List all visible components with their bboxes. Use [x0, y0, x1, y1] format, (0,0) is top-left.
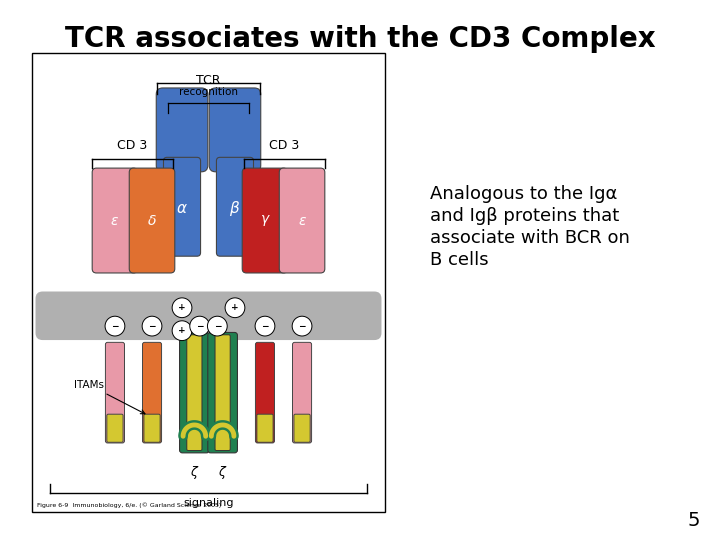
FancyBboxPatch shape [163, 157, 201, 256]
Text: +: + [231, 303, 239, 312]
Text: −: − [261, 322, 269, 330]
FancyBboxPatch shape [257, 414, 273, 442]
FancyBboxPatch shape [107, 414, 123, 442]
FancyBboxPatch shape [294, 414, 310, 442]
FancyBboxPatch shape [292, 342, 312, 443]
Text: −: − [214, 322, 221, 330]
Circle shape [172, 298, 192, 318]
Circle shape [292, 316, 312, 336]
FancyBboxPatch shape [130, 168, 175, 273]
FancyBboxPatch shape [217, 157, 253, 256]
Circle shape [255, 316, 275, 336]
Text: −: − [111, 322, 119, 330]
Circle shape [207, 316, 228, 336]
Text: Figure 6-9  Immunobiology, 6/e. (© Garland Science 2005): Figure 6-9 Immunobiology, 6/e. (© Garlan… [37, 503, 222, 508]
Text: $\epsilon$: $\epsilon$ [297, 213, 307, 227]
Text: $\beta$: $\beta$ [230, 199, 240, 218]
Circle shape [190, 316, 210, 336]
Text: associate with BCR on: associate with BCR on [430, 229, 630, 247]
Text: +: + [179, 326, 186, 335]
Text: TCR associates with the CD3 Complex: TCR associates with the CD3 Complex [65, 25, 655, 53]
FancyBboxPatch shape [105, 342, 125, 443]
Text: $\alpha$: $\alpha$ [176, 201, 188, 215]
FancyBboxPatch shape [179, 333, 210, 453]
FancyBboxPatch shape [215, 335, 230, 450]
Circle shape [142, 316, 162, 336]
Text: Analogous to the Igα: Analogous to the Igα [430, 185, 617, 203]
Text: 5: 5 [688, 511, 700, 530]
Text: $\epsilon$: $\epsilon$ [110, 213, 120, 227]
FancyBboxPatch shape [210, 88, 261, 172]
Text: $\zeta$: $\zeta$ [218, 464, 228, 482]
FancyBboxPatch shape [92, 168, 138, 273]
FancyBboxPatch shape [156, 88, 208, 172]
Circle shape [225, 298, 245, 318]
Text: ITAMs: ITAMs [74, 380, 145, 414]
Text: $\delta$: $\delta$ [147, 213, 157, 227]
Text: $\gamma$: $\gamma$ [260, 213, 271, 228]
Text: signaling: signaling [184, 498, 234, 508]
Bar [32, 53, 385, 512]
Text: TCR: TCR [197, 73, 221, 86]
FancyBboxPatch shape [208, 333, 238, 453]
Circle shape [105, 316, 125, 336]
FancyBboxPatch shape [186, 335, 202, 450]
FancyBboxPatch shape [242, 168, 288, 273]
Text: recognition: recognition [179, 86, 238, 97]
Text: $\zeta$: $\zeta$ [189, 464, 199, 482]
Text: and Igβ proteins that: and Igβ proteins that [430, 207, 619, 225]
FancyBboxPatch shape [35, 292, 382, 340]
FancyBboxPatch shape [144, 414, 160, 442]
Text: −: − [148, 322, 156, 330]
Text: CD 3: CD 3 [269, 139, 300, 152]
FancyBboxPatch shape [143, 342, 161, 443]
Text: −: − [298, 322, 306, 330]
Text: +: + [179, 303, 186, 312]
Circle shape [172, 321, 192, 341]
Text: CD 3: CD 3 [117, 139, 148, 152]
Text: B cells: B cells [430, 251, 489, 269]
FancyBboxPatch shape [256, 342, 274, 443]
FancyBboxPatch shape [279, 168, 325, 273]
Text: −: − [196, 322, 204, 330]
